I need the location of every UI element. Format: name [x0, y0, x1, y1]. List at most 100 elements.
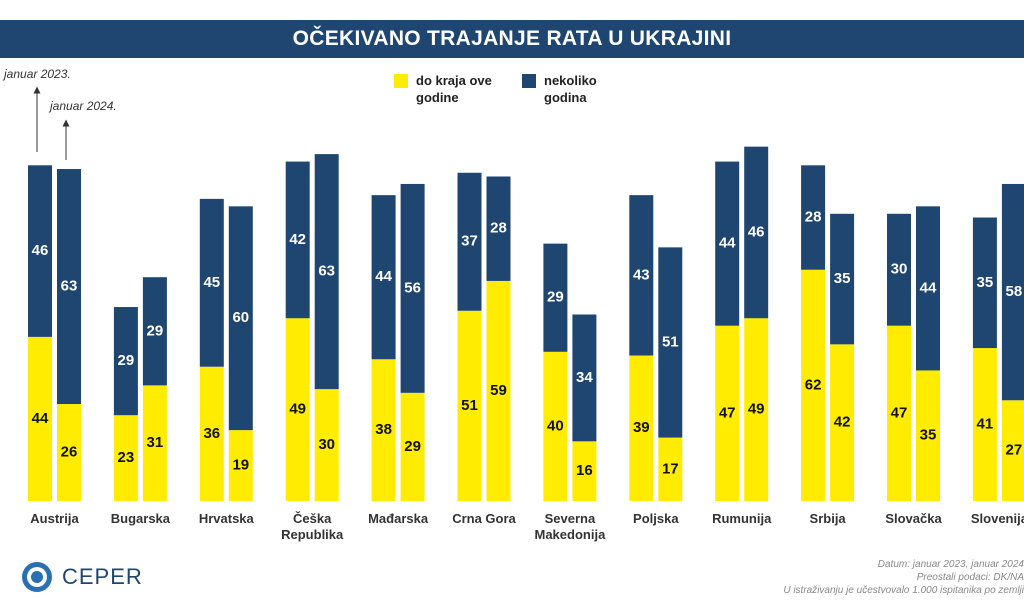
bar-short-2024-11: [1001, 400, 1024, 501]
value-label-long-2024-4: 56: [404, 279, 421, 296]
bar-short-2024-3: [314, 389, 339, 501]
bar-long-2023-7: [629, 195, 654, 356]
value-label-short-2024-11: 27: [1006, 442, 1023, 459]
value-label-long-2023-4: 44: [375, 268, 392, 285]
category-label-0: Austrija: [30, 511, 79, 526]
bar-long-2023-1: [113, 307, 138, 416]
bar-short-2023-0: [28, 336, 52, 501]
value-label-long-2023-7: 43: [633, 266, 650, 283]
value-label-long-2024-7: 51: [662, 333, 679, 350]
value-label-long-2023-0: 46: [32, 242, 49, 259]
bar-short-2024-10: [916, 370, 940, 501]
note-year-2024: januar 2024.: [50, 99, 117, 113]
footer-sample: U istraživanju je učestvovalo 1.000 ispi…: [783, 585, 1024, 596]
bar-long-2023-11: [972, 217, 997, 349]
value-label-short-2024-1: 31: [147, 434, 164, 451]
value-label-short-2023-11: 41: [977, 416, 994, 433]
bar-long-2023-0: [28, 165, 52, 337]
bar-short-2023-10: [887, 325, 911, 501]
legend-label-short: do kraja ove godine: [416, 73, 492, 105]
value-label-long-2023-6: 29: [547, 289, 564, 306]
value-label-short-2024-7: 17: [662, 460, 679, 477]
value-label-long-2023-9: 28: [805, 208, 822, 225]
value-label-long-2023-5: 37: [461, 233, 478, 250]
bar-short-2023-3: [285, 318, 310, 501]
value-label-short-2024-3: 30: [318, 436, 335, 453]
category-label-11: Slovenija: [971, 511, 1024, 526]
value-label-short-2023-9: 62: [805, 376, 822, 393]
bar-long-2023-9: [801, 165, 826, 270]
legend: do kraja ove godine nekoliko godina: [0, 72, 1024, 112]
value-label-long-2024-10: 44: [920, 279, 937, 296]
category-label-6: Severna Makedonija: [535, 511, 607, 542]
category-label-4: Mađarska: [368, 511, 429, 526]
legend-swatch-yellow: [394, 74, 408, 88]
bar-long-2024-8: [744, 146, 769, 319]
bar-short-2023-7: [629, 355, 654, 501]
bar-short-2024-7: [658, 437, 683, 501]
bar-long-2024-3: [314, 154, 339, 390]
bar-short-2023-2: [199, 366, 224, 501]
value-label-long-2023-2: 45: [203, 274, 220, 291]
bar-short-2023-11: [972, 348, 997, 501]
footer-remaining: Preostali podaci: DK/NA: [916, 572, 1024, 583]
bar-short-2024-0: [57, 404, 81, 501]
value-label-long-2023-11: 35: [977, 274, 994, 291]
bar-short-2023-6: [543, 351, 568, 501]
value-label-short-2023-0: 44: [32, 410, 49, 427]
chart-title: OČEKIVANO TRAJANJE RATA U UKRAJINI: [0, 20, 1024, 58]
bar-long-2023-2: [199, 198, 224, 367]
category-label-2: Hrvatska: [199, 511, 255, 526]
ceper-logo-icon: [22, 562, 52, 592]
bar-long-2024-0: [57, 169, 81, 405]
legend-item-long: nekoliko godina: [522, 72, 597, 106]
value-label-long-2023-3: 42: [289, 231, 306, 248]
bar-short-2024-9: [830, 344, 855, 501]
ceper-logo: CEPER: [20, 560, 143, 594]
value-label-long-2023-10: 30: [891, 261, 908, 278]
value-label-long-2024-1: 29: [147, 322, 164, 339]
category-label-5: Crna Gora: [452, 511, 516, 526]
value-label-short-2024-5: 59: [490, 382, 507, 399]
value-label-long-2024-9: 35: [834, 270, 851, 287]
legend-label-long: nekoliko godina: [544, 73, 597, 105]
value-label-long-2024-6: 34: [576, 369, 593, 386]
bar-long-2024-2: [228, 206, 253, 431]
note-year-2023: januar 2023.: [4, 67, 71, 81]
bar-long-2024-5: [486, 176, 511, 281]
category-label-10: Slovačka: [885, 511, 942, 526]
bar-long-2023-6: [543, 243, 568, 352]
value-label-short-2024-0: 26: [61, 443, 78, 460]
bar-long-2023-5: [457, 172, 482, 311]
category-label-1: Bugarska: [111, 511, 171, 526]
bar-long-2024-9: [830, 213, 855, 345]
value-label-long-2024-8: 46: [748, 223, 765, 240]
footer: Datum: januar 2023, januar 2024 Preostal…: [783, 558, 1024, 597]
footer-date: Datum: januar 2023, januar 2024: [877, 559, 1024, 570]
value-label-short-2023-1: 23: [118, 449, 135, 466]
category-label-8: Rumunija: [712, 511, 772, 526]
bar-short-2024-1: [142, 385, 167, 501]
bar-long-2024-1: [142, 277, 167, 386]
bar-long-2024-11: [1001, 183, 1024, 401]
value-label-short-2024-9: 42: [834, 414, 851, 431]
value-label-short-2023-4: 38: [375, 421, 392, 438]
bar-short-2023-8: [715, 325, 740, 501]
value-label-long-2024-3: 63: [318, 263, 335, 280]
bar-long-2024-4: [400, 183, 425, 393]
bar-long-2023-10: [887, 213, 911, 326]
value-label-short-2024-8: 49: [748, 401, 765, 418]
value-label-short-2023-3: 49: [289, 401, 306, 418]
bar-long-2024-6: [572, 314, 597, 442]
value-label-short-2023-10: 47: [891, 404, 908, 421]
bar-long-2023-4: [371, 195, 396, 360]
value-label-short-2023-6: 40: [547, 417, 564, 434]
value-label-long-2023-8: 44: [719, 235, 736, 252]
bar-long-2024-7: [658, 247, 683, 438]
value-label-short-2024-6: 16: [576, 462, 593, 479]
value-label-short-2023-2: 36: [203, 425, 220, 442]
value-label-long-2023-1: 29: [118, 352, 135, 369]
bar-short-2023-4: [371, 359, 396, 501]
bar-short-2024-2: [228, 430, 253, 501]
